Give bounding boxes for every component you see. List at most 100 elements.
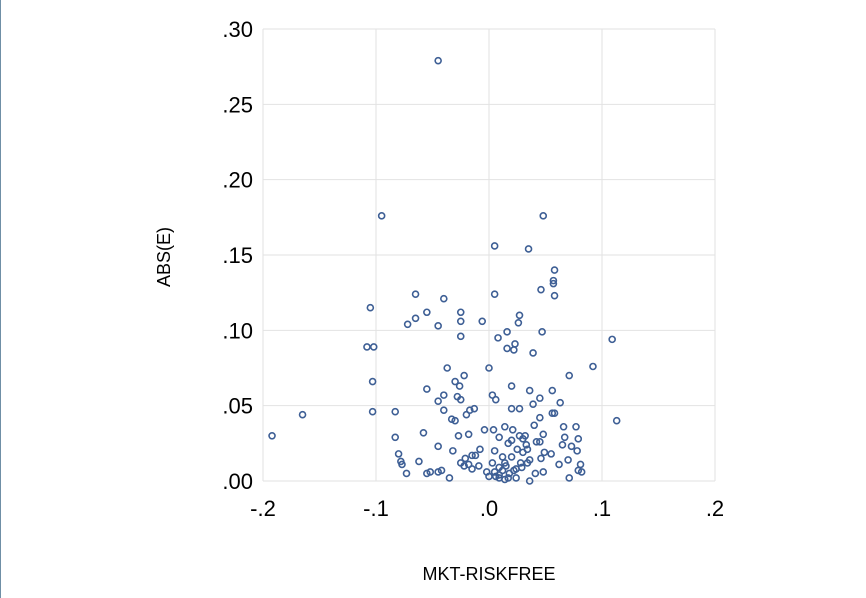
- data-point: [485, 364, 493, 372]
- data-point: [547, 450, 555, 458]
- data-point: [494, 334, 502, 342]
- data-points: [268, 56, 621, 485]
- data-point: [501, 475, 509, 484]
- data-point: [507, 382, 516, 390]
- data-point: [391, 407, 400, 416]
- data-point: [368, 407, 377, 416]
- data-point: [434, 322, 442, 330]
- data-point: [423, 385, 431, 393]
- data-point: [434, 468, 442, 476]
- y-tick-label: .25: [222, 92, 253, 117]
- data-point: [402, 469, 411, 478]
- window-left-border: [0, 0, 1, 598]
- data-point: [549, 279, 558, 288]
- data-point: [565, 474, 574, 482]
- y-tick-label: .20: [222, 168, 253, 193]
- data-point: [529, 349, 537, 357]
- x-tick-label: .1: [593, 496, 611, 521]
- x-tick-label: .0: [480, 496, 498, 521]
- data-point: [488, 459, 497, 467]
- data-point: [507, 453, 516, 461]
- data-point: [478, 317, 487, 326]
- data-point: [439, 294, 448, 303]
- data-point: [461, 454, 470, 463]
- y-tick-label: .00: [222, 469, 253, 494]
- data-point: [498, 453, 507, 461]
- data-point: [510, 346, 518, 354]
- data-point: [519, 448, 527, 457]
- data-point: [415, 457, 423, 466]
- data-point: [530, 421, 539, 430]
- data-point: [411, 314, 420, 323]
- data-point: [512, 474, 520, 482]
- data-point: [531, 469, 540, 478]
- y-tick-label: .30: [222, 17, 253, 42]
- data-point: [491, 395, 500, 404]
- data-point: [369, 343, 378, 351]
- data-point: [574, 435, 583, 443]
- data-point: [576, 460, 585, 469]
- y-tick-label: .15: [222, 243, 253, 268]
- data-point: [538, 328, 546, 336]
- data-point: [548, 386, 557, 395]
- data-point: [529, 400, 537, 408]
- data-point: [513, 445, 522, 454]
- data-point: [537, 454, 545, 463]
- data-point: [511, 340, 519, 348]
- data-point: [549, 276, 558, 285]
- data-point: [608, 335, 616, 344]
- data-point: [508, 425, 517, 434]
- data-point: [536, 394, 544, 402]
- data-point: [501, 422, 509, 431]
- data-point: [522, 441, 531, 449]
- data-point: [464, 430, 473, 439]
- data-point: [439, 391, 448, 399]
- data-point: [539, 430, 548, 439]
- data-point: [612, 416, 621, 425]
- data-point: [532, 438, 541, 446]
- data-point: [298, 410, 307, 419]
- data-point: [525, 477, 534, 485]
- data-point: [394, 450, 403, 458]
- data-point: [468, 465, 476, 473]
- data-point: [539, 468, 548, 476]
- data-point: [555, 460, 563, 469]
- data-point: [503, 328, 511, 336]
- data-point: [515, 311, 524, 320]
- data-point: [470, 404, 479, 413]
- data-point: [524, 245, 533, 253]
- data-point: [455, 382, 464, 390]
- data-point: [537, 285, 545, 294]
- data-point: [502, 462, 510, 470]
- grid-lines: [262, 28, 716, 482]
- data-point: [507, 436, 516, 445]
- data-point: [565, 371, 574, 380]
- data-point: [454, 431, 463, 440]
- data-point: [564, 456, 572, 464]
- data-point: [419, 428, 428, 437]
- data-point: [577, 468, 586, 476]
- data-point: [456, 395, 465, 404]
- data-point: [423, 308, 431, 317]
- data-point: [403, 320, 412, 329]
- data-point: [560, 433, 569, 442]
- data-point: [460, 462, 468, 470]
- data-point: [495, 433, 503, 442]
- data-point: [536, 413, 544, 422]
- data-point: [490, 290, 499, 298]
- x-axis-title: MKT-RISKFREE: [422, 564, 555, 584]
- data-point: [573, 447, 581, 455]
- data-point: [456, 317, 465, 326]
- data-point: [490, 447, 499, 455]
- data-point: [514, 318, 523, 327]
- data-point: [411, 290, 420, 298]
- x-axis-ticks: -.2 -.1 .0 .1 .2: [250, 496, 724, 521]
- data-point: [490, 242, 499, 250]
- data-point: [366, 303, 375, 312]
- y-axis-title: ABS(E): [154, 227, 174, 287]
- data-point: [460, 371, 468, 380]
- data-point: [536, 438, 544, 446]
- data-point: [559, 422, 568, 431]
- data-point: [471, 451, 480, 460]
